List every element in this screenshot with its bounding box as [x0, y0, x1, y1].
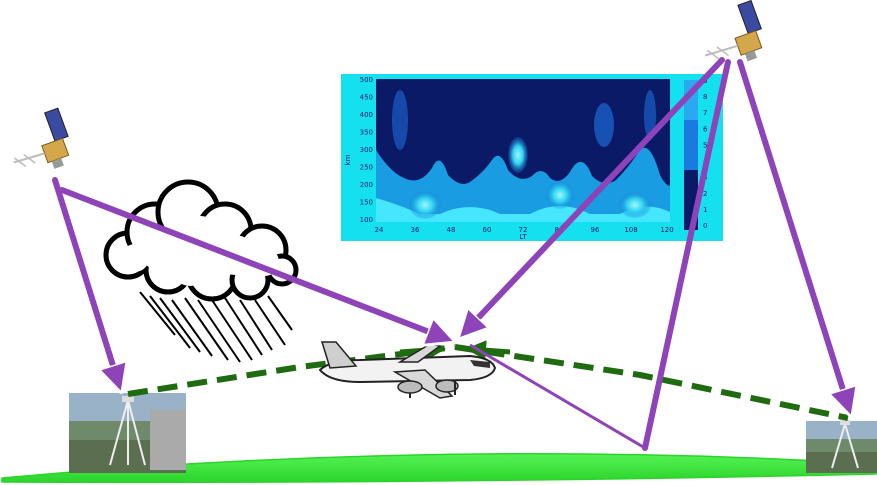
y-tick-label: 200 — [360, 181, 373, 189]
y-tick-label: 350 — [360, 129, 373, 137]
colorbar-tick-label: 6 — [703, 125, 708, 133]
airplane-icon — [318, 341, 497, 399]
y-tick-label: 250 — [360, 164, 373, 172]
x-tick-label: 24 — [375, 226, 384, 234]
heatmap-y-axis-label: km — [344, 154, 352, 165]
x-tick-label: 120 — [660, 226, 673, 234]
y-tick-label: 400 — [360, 111, 373, 119]
ground-surface — [1, 453, 877, 484]
rain-icon — [139, 291, 293, 363]
y-tick-label: 150 — [360, 199, 373, 207]
reflected-path — [469, 343, 646, 450]
colorbar-tick-label: 7 — [703, 109, 707, 117]
ground-station-icon — [806, 420, 877, 473]
satellite-icon — [704, 0, 763, 62]
y-tick-label: 500 — [360, 76, 373, 84]
x-tick-label: 108 — [624, 226, 637, 234]
x-tick-label: 72 — [519, 226, 528, 234]
x-tick-label: 48 — [447, 226, 456, 234]
heatmap-y-ticks: 500 450 400 350 300 250 200 150 100 — [360, 76, 373, 224]
y-tick-label: 300 — [360, 146, 373, 154]
heatmap-band — [376, 147, 670, 222]
colorbar-tick-label: 0 — [703, 222, 707, 230]
ground-station-icon — [69, 393, 186, 473]
colorbar-tick-label: 2 — [703, 190, 707, 198]
x-tick-label: 60 — [483, 226, 492, 234]
colorbar-tick-label: 1 — [703, 206, 707, 214]
x-tick-label: 96 — [591, 226, 600, 234]
colorbar-tick-label: 5 — [703, 141, 707, 149]
x-tick-label: 36 — [411, 226, 420, 234]
signal-paths — [52, 57, 850, 451]
y-tick-label: 450 — [360, 94, 373, 102]
satellite-icon — [13, 107, 70, 169]
y-tick-label: 100 — [360, 216, 373, 224]
colorbar-tick-label: 8 — [703, 93, 707, 101]
heatmap-x-axis-label: LT — [519, 233, 527, 241]
